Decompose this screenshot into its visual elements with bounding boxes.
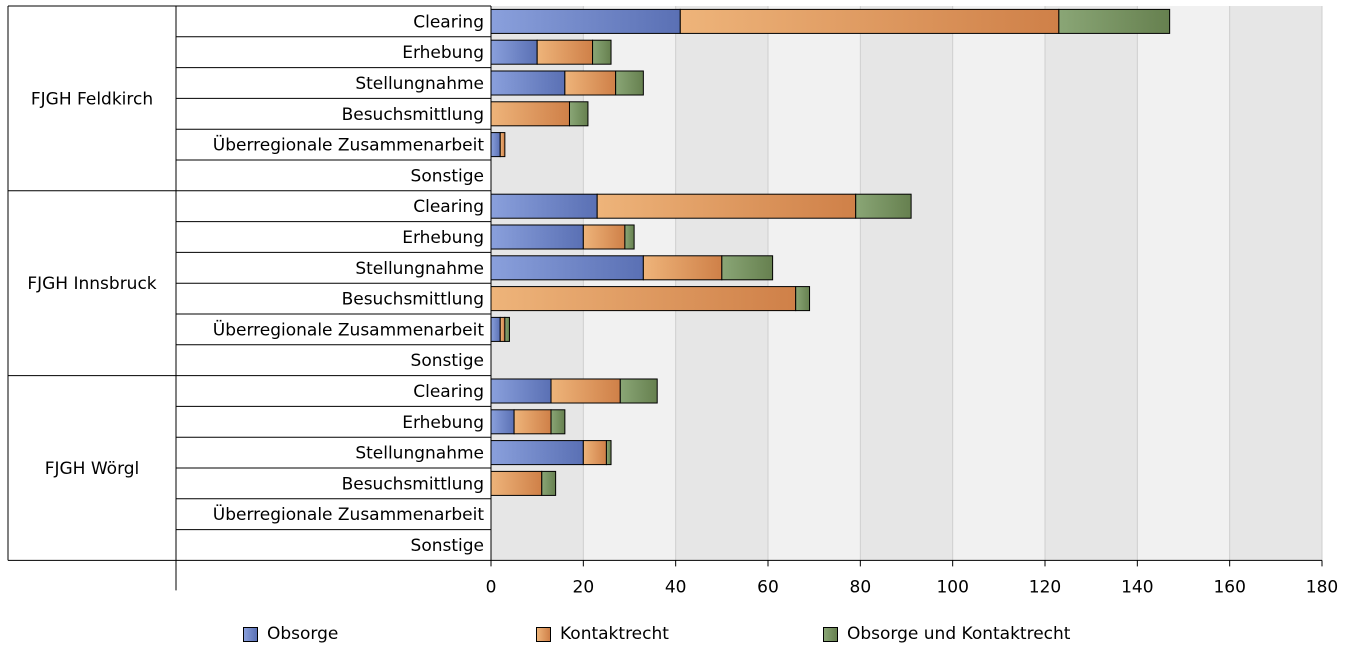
group-label-fjgh-innsbruck: FJGH Innsbruck xyxy=(27,274,156,294)
legend-item-obsorge-und-kontaktrecht: Obsorge und Kontaktrecht xyxy=(823,624,1070,644)
bar-kontaktrecht xyxy=(499,132,506,158)
bar-kontaktrecht xyxy=(490,101,570,127)
legend-label-kontaktrecht: Kontaktrecht xyxy=(560,624,669,644)
group-label-fjgh-feldkirch: FJGH Feldkirch xyxy=(31,89,153,109)
x-tick-label: 40 xyxy=(665,577,687,597)
category-label-stellungnahme: Stellungnahme xyxy=(355,444,484,464)
legend-item-obsorge: Obsorge xyxy=(243,624,338,644)
category-label-besuchsmittlung: Besuchsmittlung xyxy=(342,105,484,125)
bar-kontaktrecht xyxy=(499,316,506,342)
bar-obsorge xyxy=(490,39,538,65)
bar-kontaktrecht xyxy=(679,8,1060,34)
bar-kontaktrecht xyxy=(642,255,723,281)
bar-obsorge-und-kontaktrecht xyxy=(541,470,557,496)
bar-kontaktrecht xyxy=(513,409,552,435)
bar-obsorge-und-kontaktrecht xyxy=(615,70,644,96)
category-label-besuchsmittlung: Besuchsmittlung xyxy=(342,474,484,494)
legend-swatch-obsorge-und-kontaktrecht xyxy=(823,626,838,642)
bar-kontaktrecht xyxy=(582,224,626,250)
plot-band xyxy=(675,6,768,561)
bar-obsorge xyxy=(490,255,644,281)
bar-obsorge-und-kontaktrecht xyxy=(795,286,811,312)
bar-obsorge xyxy=(490,224,584,250)
bar-obsorge xyxy=(490,132,501,158)
legend: Obsorge Kontaktrecht Obsorge und Kontakt… xyxy=(0,624,1359,648)
plot-band xyxy=(952,6,1045,561)
bar-obsorge-und-kontaktrecht xyxy=(550,409,566,435)
category-label-erhebung: Erhebung xyxy=(402,413,484,433)
x-tick-label: 140 xyxy=(1121,577,1153,597)
category-label-sonstige: Sonstige xyxy=(411,351,484,371)
x-tick-label: 120 xyxy=(1029,577,1061,597)
bar-kontaktrecht xyxy=(550,378,621,404)
legend-label-obsorge: Obsorge xyxy=(267,624,339,644)
category-label-erhebung: Erhebung xyxy=(402,228,484,248)
x-tick-label: 100 xyxy=(936,577,968,597)
category-label-clearing: Clearing xyxy=(413,382,484,402)
bar-obsorge xyxy=(490,70,566,96)
bar-kontaktrecht xyxy=(564,70,617,96)
category-label-stellungnahme: Stellungnahme xyxy=(355,259,484,279)
bar-kontaktrecht xyxy=(536,39,594,65)
bar-obsorge-und-kontaktrecht xyxy=(504,316,510,342)
category-label-erhebung: Erhebung xyxy=(402,43,484,63)
bar-kontaktrecht xyxy=(596,193,857,219)
plot-band xyxy=(1045,6,1138,561)
bar-obsorge-und-kontaktrecht xyxy=(592,39,612,65)
bar-obsorge xyxy=(490,378,552,404)
bar-obsorge-und-kontaktrecht xyxy=(855,193,912,219)
bar-obsorge xyxy=(490,409,515,435)
legend-swatch-obsorge xyxy=(243,626,258,642)
category-label-uberregionale-zusammenarbeit: Überregionale Zusammenarbeit xyxy=(213,318,485,340)
category-table: FJGH Feldkirch Clearing Erhebung Stellungna… xyxy=(7,5,492,591)
bar-kontaktrecht xyxy=(582,440,607,466)
x-tick-label: 160 xyxy=(1213,577,1245,597)
bar-obsorge xyxy=(490,8,681,34)
group-label-fjgh-worgl: FJGH Wörgl xyxy=(45,459,140,479)
bar-obsorge-und-kontaktrecht xyxy=(568,101,589,127)
bar-obsorge-und-kontaktrecht xyxy=(721,255,774,281)
plot-band xyxy=(1229,6,1322,561)
bar-obsorge-und-kontaktrecht xyxy=(1058,8,1171,34)
bar-kontaktrecht xyxy=(490,286,797,312)
plot-band xyxy=(1137,6,1230,561)
bar-obsorge-und-kontaktrecht xyxy=(619,378,658,404)
x-tick-label: 80 xyxy=(850,577,872,597)
category-label-stellungnahme: Stellungnahme xyxy=(355,74,484,94)
legend-label-obsorge-und-kontaktrecht: Obsorge und Kontaktrecht xyxy=(847,624,1071,644)
plot-background xyxy=(491,6,1322,561)
x-tick-label: 20 xyxy=(573,577,595,597)
bars xyxy=(490,8,1171,496)
plot-band xyxy=(768,6,861,561)
category-label-besuchsmittlung: Besuchsmittlung xyxy=(342,290,484,310)
plot-band xyxy=(491,6,584,561)
bar-obsorge-und-kontaktrecht xyxy=(605,440,612,466)
category-label-uberregionale-zusammenarbeit: Überregionale Zusammenarbeit xyxy=(213,503,485,525)
category-label-clearing: Clearing xyxy=(413,12,484,32)
x-tick-label: 0 xyxy=(486,577,497,597)
category-label-sonstige: Sonstige xyxy=(411,536,484,556)
grid-lines xyxy=(490,6,1323,561)
bar-obsorge xyxy=(490,193,598,219)
legend-swatch-kontaktrecht xyxy=(536,626,551,642)
x-axis: 0 20 40 60 80 100 120 140 160 180 xyxy=(486,559,1338,597)
bar-obsorge xyxy=(490,440,584,466)
x-tick-label: 60 xyxy=(757,577,779,597)
category-label-clearing: Clearing xyxy=(413,197,484,217)
category-label-sonstige: Sonstige xyxy=(411,166,484,186)
stacked-bar-chart: FJGH Feldkirch Clearing Erhebung Stellungna… xyxy=(7,5,1338,597)
bar-kontaktrecht xyxy=(490,470,543,496)
category-label-uberregionale-zusammenarbeit: Überregionale Zusammenarbeit xyxy=(213,134,485,156)
x-tick-label: 180 xyxy=(1306,577,1338,597)
bar-obsorge-und-kontaktrecht xyxy=(624,224,635,250)
bar-obsorge xyxy=(490,316,501,342)
plot-band xyxy=(860,6,953,561)
plot-band xyxy=(583,6,676,561)
legend-item-kontaktrecht: Kontaktrecht xyxy=(536,624,669,644)
